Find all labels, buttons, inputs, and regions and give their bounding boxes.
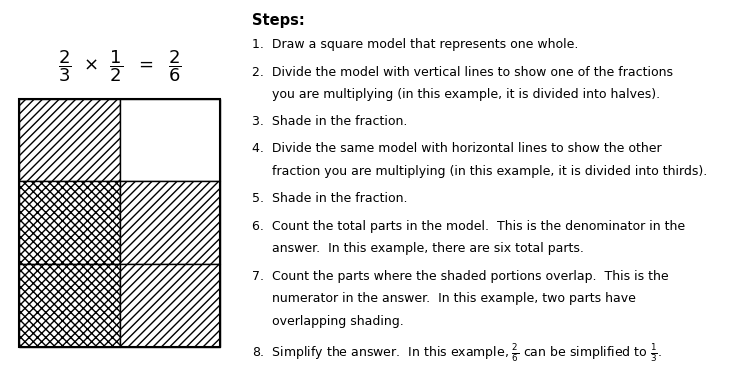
Bar <box>19 181 120 264</box>
Bar <box>19 99 120 181</box>
Text: overlapping shading.: overlapping shading. <box>252 315 404 328</box>
Text: you are multiplying (in this example, it is divided into halves).: you are multiplying (in this example, it… <box>252 88 660 101</box>
Text: 7.  Count the parts where the shaded portions overlap.  This is the: 7. Count the parts where the shaded port… <box>252 270 669 283</box>
Text: $\dfrac{2}{3}$  $\times$  $\dfrac{1}{2}$  $=$  $\dfrac{2}{6}$: $\dfrac{2}{3}$ $\times$ $\dfrac{1}{2}$ $… <box>58 48 182 84</box>
Bar <box>19 99 220 347</box>
Text: Steps:: Steps: <box>252 13 304 28</box>
Text: 1.  Draw a square model that represents one whole.: 1. Draw a square model that represents o… <box>252 38 578 51</box>
Text: answer.  In this example, there are six total parts.: answer. In this example, there are six t… <box>252 242 583 255</box>
Text: 4.  Divide the same model with horizontal lines to show the other: 4. Divide the same model with horizontal… <box>252 142 661 155</box>
Text: 6.  Count the total parts in the model.  This is the denominator in the: 6. Count the total parts in the model. T… <box>252 220 685 233</box>
Bar <box>120 181 220 264</box>
Text: numerator in the answer.  In this example, two parts have: numerator in the answer. In this example… <box>252 292 636 306</box>
Text: 8.  Simplify the answer.  In this example, $\frac{2}{6}$ can be simplified to $\: 8. Simplify the answer. In this example,… <box>252 342 662 364</box>
Text: fraction you are multiplying (in this example, it is divided into thirds).: fraction you are multiplying (in this ex… <box>252 165 707 178</box>
Text: 5.  Shade in the fraction.: 5. Shade in the fraction. <box>252 192 408 205</box>
Text: 3.  Shade in the fraction.: 3. Shade in the fraction. <box>252 115 407 128</box>
Text: 2.  Divide the model with vertical lines to show one of the fractions: 2. Divide the model with vertical lines … <box>252 66 673 79</box>
Bar <box>120 264 220 347</box>
Bar <box>120 99 220 181</box>
Bar <box>19 264 120 347</box>
